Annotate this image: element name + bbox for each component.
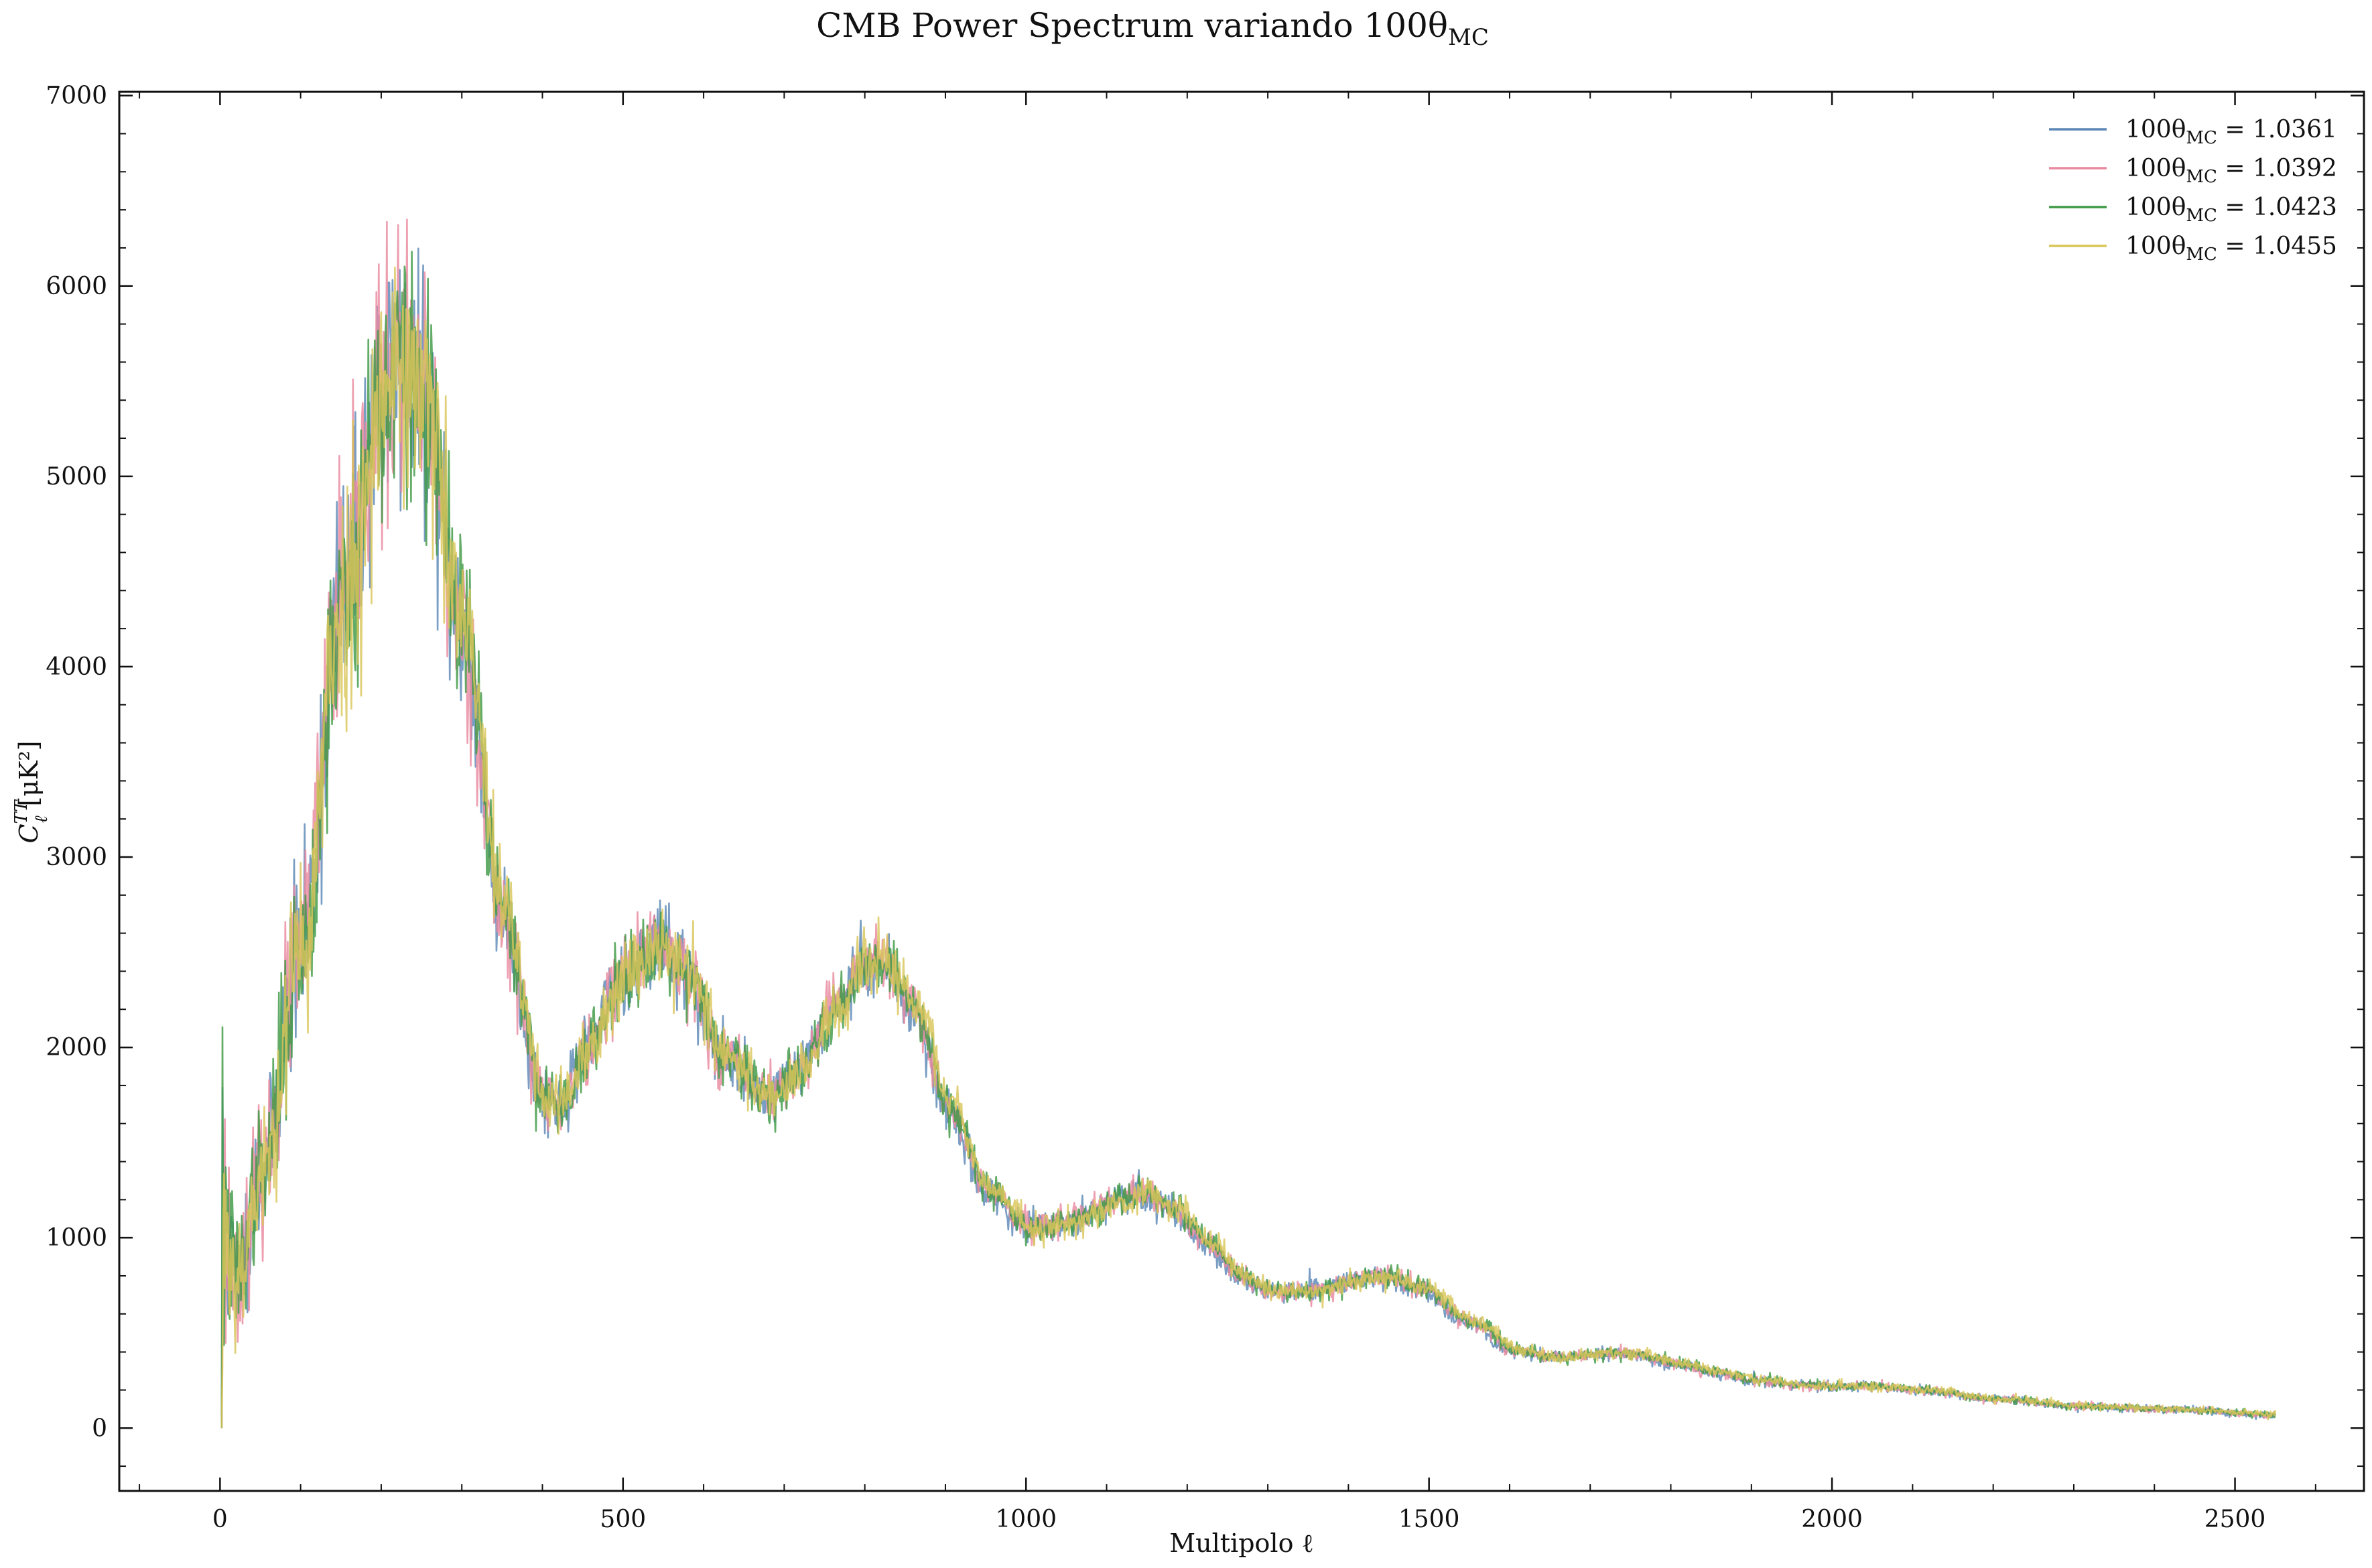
x-axis-label: Multipolo ℓ — [1169, 1528, 1313, 1558]
x-tick-label: 2000 — [1801, 1506, 1863, 1533]
legend: 100θMC = 1.0361 100θMC = 1.0392 100θMC = 1… — [2049, 116, 2337, 265]
y-tick-label: 0 — [92, 1415, 107, 1442]
y-axis: 0 1000 2000 3000 4000 5000 6000 7000 — [46, 82, 2364, 1467]
x-tick-label: 2500 — [2204, 1506, 2266, 1533]
plot-lines — [220, 218, 2276, 1429]
y-tick-label: 4000 — [46, 653, 107, 681]
svg-text:CTTℓ[μK²]: CTTℓ[μK²] — [11, 740, 52, 843]
y-tick-label: 2000 — [46, 1034, 107, 1061]
series-line-1.0455 — [220, 266, 2276, 1429]
y-tick-label: 1000 — [46, 1224, 107, 1252]
legend-entry-label: 100θMC = 1.0423 — [2125, 194, 2337, 226]
chart-title: CMB Power Spectrum variando 100θMC — [816, 6, 1489, 51]
x-tick-label: 0 — [212, 1506, 228, 1533]
y-axis-label: CTTℓ[μK²] — [11, 740, 52, 843]
legend-entry-label: 100θMC = 1.0361 — [2125, 116, 2337, 148]
series-line-1.0392 — [220, 218, 2276, 1429]
series-line-1.0423 — [220, 251, 2276, 1429]
x-tick-label: 1000 — [995, 1506, 1057, 1533]
y-tick-label: 3000 — [46, 844, 107, 871]
plot-frame — [118, 90, 2365, 1492]
x-tick-label: 500 — [600, 1506, 646, 1533]
legend-entry-label: 100θMC = 1.0392 — [2125, 155, 2337, 187]
y-tick-label: 6000 — [46, 273, 107, 300]
legend-entry-label: 100θMC = 1.0455 — [2125, 233, 2337, 265]
y-tick-label: 7000 — [46, 82, 107, 110]
y-tick-label: 5000 — [46, 463, 107, 491]
series-line-1.0361 — [220, 247, 2276, 1429]
x-axis: 0 500 1000 1500 2000 2500 — [139, 92, 2316, 1533]
x-tick-label: 1500 — [1398, 1506, 1460, 1533]
